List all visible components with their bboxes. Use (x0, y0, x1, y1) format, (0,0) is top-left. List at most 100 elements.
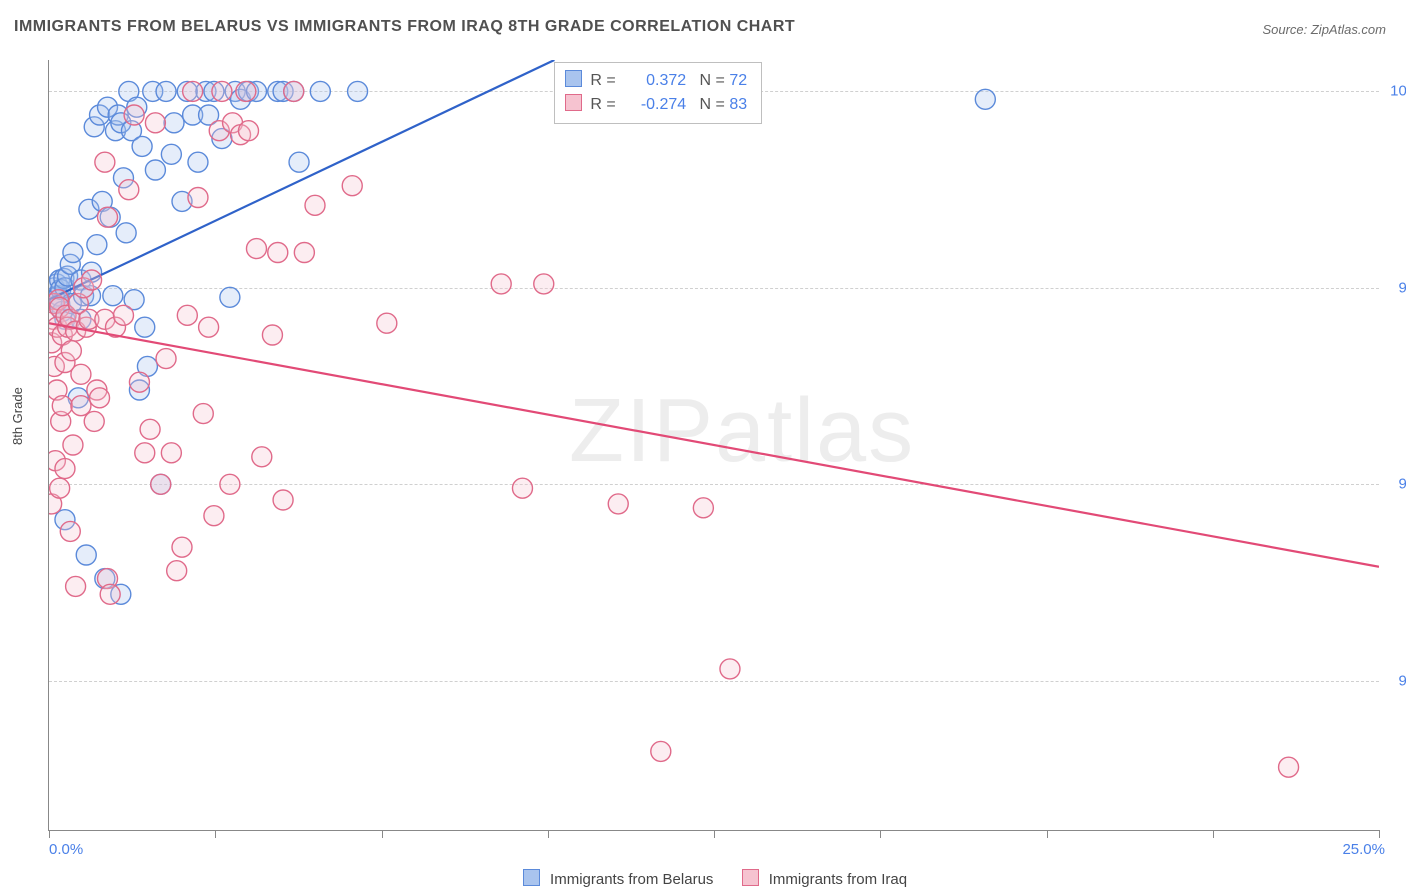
legend-swatch-iraq (742, 869, 759, 886)
x-tick (548, 830, 549, 838)
scatter-point (183, 81, 203, 101)
scatter-point (135, 317, 155, 337)
scatter-point (975, 89, 995, 109)
scatter-point (177, 305, 197, 325)
chart-title: IMMIGRANTS FROM BELARUS VS IMMIGRANTS FR… (14, 18, 795, 36)
scatter-point (534, 274, 554, 294)
scatter-point (98, 207, 118, 227)
legend-label-belarus: Immigrants from Belarus (550, 871, 713, 888)
scatter-point (71, 364, 91, 384)
source-name: ZipAtlas.com (1311, 22, 1386, 37)
scatter-point (61, 341, 81, 361)
scatter-point (239, 121, 259, 141)
x-max-label: 25.0% (1342, 841, 1385, 858)
scatter-point (76, 545, 96, 565)
x-min-label: 0.0% (49, 841, 83, 858)
plot-area: ZIPatlas 92.5%95.0%97.5%100.0%0.0%25.0%R… (48, 60, 1379, 831)
scatter-point (119, 180, 139, 200)
scatter-point (651, 741, 671, 761)
n-value: 83 (729, 96, 747, 113)
y-tick-label: 92.5% (1398, 672, 1406, 689)
x-tick (1213, 830, 1214, 838)
scatter-point (305, 195, 325, 215)
scatter-point (84, 411, 104, 431)
source-attribution: Source: ZipAtlas.com (1262, 22, 1386, 37)
scatter-point (284, 81, 304, 101)
scatter-point (252, 447, 272, 467)
scatter-point (491, 274, 511, 294)
scatter-point (103, 286, 123, 306)
scatter-point (145, 113, 165, 133)
scatter-point (220, 474, 240, 494)
bottom-legend: Immigrants from Belarus Immigrants from … (0, 869, 1406, 888)
scatter-point (140, 419, 160, 439)
scatter-point (188, 152, 208, 172)
regression-line (49, 323, 1379, 567)
scatter-point (151, 474, 171, 494)
n-prefix: N = (700, 96, 730, 113)
chart-svg (49, 60, 1379, 830)
correlation-row: R = 0.372 N = 72 (565, 69, 747, 93)
legend-label-iraq: Immigrants from Iraq (769, 871, 907, 888)
legend-swatch-belarus (523, 869, 540, 886)
scatter-point (310, 81, 330, 101)
y-tick-label: 95.0% (1398, 476, 1406, 493)
scatter-point (199, 317, 219, 337)
scatter-point (71, 396, 91, 416)
scatter-point (193, 404, 213, 424)
correlation-row: R = -0.274 N = 83 (565, 93, 747, 117)
scatter-point (82, 270, 102, 290)
scatter-point (116, 223, 136, 243)
scatter-point (720, 659, 740, 679)
scatter-point (156, 349, 176, 369)
y-tick-label: 97.5% (1398, 279, 1406, 296)
scatter-point (693, 498, 713, 518)
x-tick (1379, 830, 1380, 838)
scatter-point (87, 235, 107, 255)
scatter-point (348, 81, 368, 101)
n-value: 72 (729, 72, 747, 89)
n-prefix: N = (700, 72, 730, 89)
scatter-point (66, 576, 86, 596)
scatter-point (161, 443, 181, 463)
scatter-point (1279, 757, 1299, 777)
x-tick (49, 830, 50, 838)
scatter-point (377, 313, 397, 333)
x-tick (880, 830, 881, 838)
scatter-point (167, 561, 187, 581)
scatter-point (90, 388, 110, 408)
scatter-point (512, 478, 532, 498)
y-axis-label: 8th Grade (10, 387, 25, 445)
scatter-point (113, 305, 133, 325)
scatter-point (262, 325, 282, 345)
r-value: 0.372 (620, 69, 686, 93)
scatter-point (188, 188, 208, 208)
scatter-point (161, 144, 181, 164)
correlation-swatch (565, 94, 582, 111)
scatter-point (124, 105, 144, 125)
scatter-point (273, 490, 293, 510)
scatter-point (236, 81, 256, 101)
scatter-point (289, 152, 309, 172)
scatter-point (129, 372, 149, 392)
y-tick-label: 100.0% (1390, 83, 1406, 100)
scatter-point (60, 521, 80, 541)
source-prefix: Source: (1262, 22, 1310, 37)
scatter-point (95, 152, 115, 172)
scatter-point (132, 136, 152, 156)
scatter-point (268, 243, 288, 263)
scatter-point (608, 494, 628, 514)
scatter-point (246, 239, 266, 259)
scatter-point (145, 160, 165, 180)
scatter-point (172, 537, 192, 557)
scatter-point (55, 459, 75, 479)
correlation-swatch (565, 70, 582, 87)
scatter-point (342, 176, 362, 196)
x-tick (382, 830, 383, 838)
scatter-point (164, 113, 184, 133)
scatter-point (204, 506, 224, 526)
r-value: -0.274 (620, 93, 686, 117)
correlation-box: R = 0.372 N = 72R = -0.274 N = 83 (554, 62, 762, 124)
scatter-point (100, 584, 120, 604)
r-prefix: R = (590, 72, 620, 89)
